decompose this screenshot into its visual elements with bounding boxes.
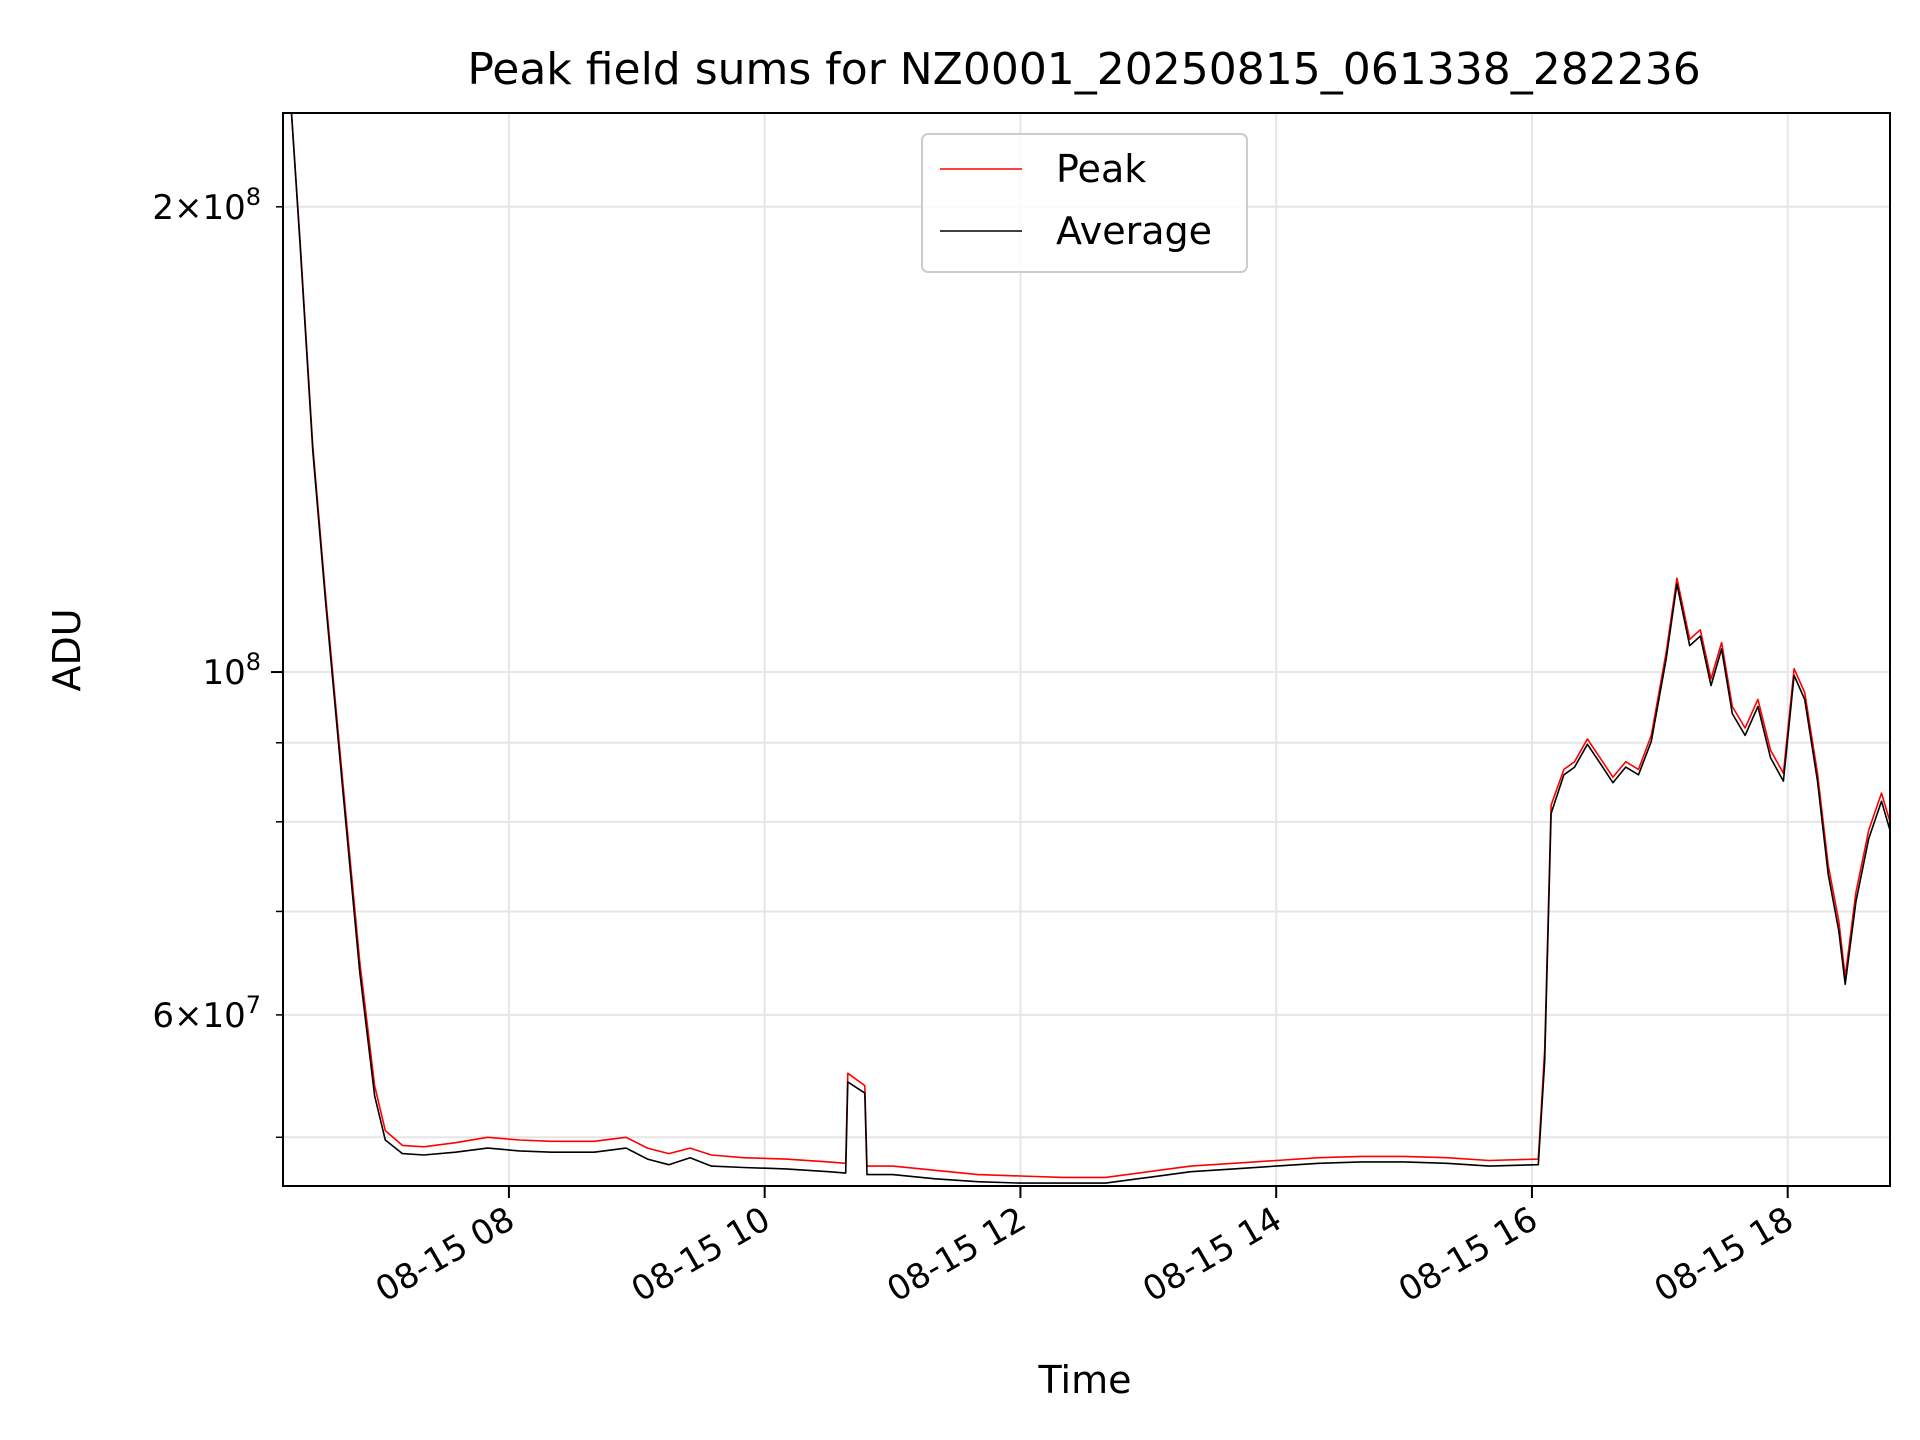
y-tick-label: 108 xyxy=(202,648,261,693)
legend-label-average: Average xyxy=(1056,209,1212,253)
legend-label-peak: Peak xyxy=(1056,147,1146,191)
legend: Peak Average xyxy=(921,133,1248,273)
y-axis-label: ADU xyxy=(45,608,89,691)
y-axis: 108 2×108 6×107 xyxy=(152,183,283,1139)
series-line-average xyxy=(283,113,1890,1184)
series-line-peak xyxy=(283,113,1890,1179)
plot-frame xyxy=(282,112,1891,1187)
x-axis-label: Time xyxy=(1038,1358,1132,1402)
y-tick-label: 2×108 xyxy=(152,183,261,228)
series-layer xyxy=(283,113,1890,1184)
grid xyxy=(283,113,1890,1186)
y-tick-label: 6×107 xyxy=(152,991,261,1036)
chart-title: Peak field sums for NZ0001_20250815_0613… xyxy=(467,44,1700,95)
